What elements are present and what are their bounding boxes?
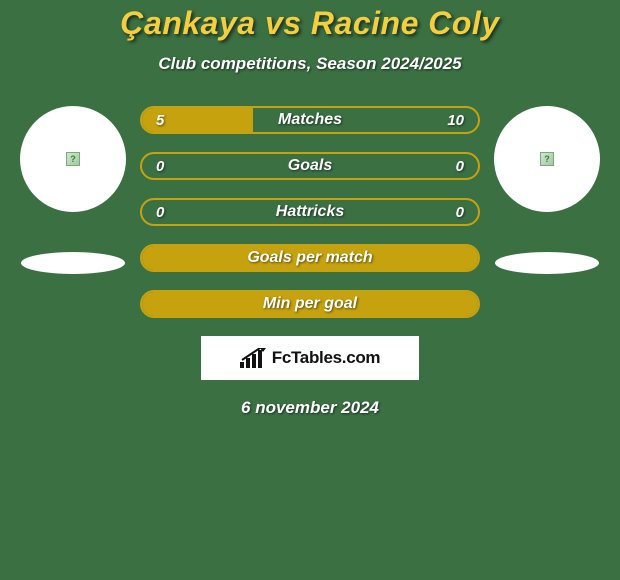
player-left-column [18,104,128,274]
main-area: 5 Matches 10 0 Goals 0 0 Hattricks 0 Goa… [0,104,620,318]
image-placeholder-icon [540,152,554,166]
stat-right-value: 10 [447,112,464,129]
stats-column: 5 Matches 10 0 Goals 0 0 Hattricks 0 Goa… [140,104,480,318]
stat-left-value: 0 [156,204,164,221]
player-left-shadow [21,252,125,274]
stat-label: Matches [278,111,342,129]
stat-bar-matches: 5 Matches 10 [140,106,480,134]
stat-bar-goals-per-match: Goals per match [140,244,480,272]
stat-label: Goals [288,157,332,175]
stat-bar-min-per-goal: Min per goal [140,290,480,318]
image-placeholder-icon [66,152,80,166]
stat-right-value: 0 [456,158,464,175]
stat-bar-hattricks: 0 Hattricks 0 [140,198,480,226]
subtitle: Club competitions, Season 2024/2025 [0,54,620,74]
stat-left-value: 0 [156,158,164,175]
brand-chart-icon [240,348,266,368]
player-left-photo [20,106,126,212]
player-right-shadow [495,252,599,274]
stat-right-value: 0 [456,204,464,221]
stat-left-value: 5 [156,112,164,129]
brand-text: FcTables.com [272,348,381,368]
content-wrapper: Çankaya vs Racine Coly Club competitions… [0,0,620,418]
stat-label: Min per goal [263,295,357,313]
player-right-photo [494,106,600,212]
stat-label: Goals per match [247,249,372,267]
brand-box: FcTables.com [201,336,419,380]
player-right-column [492,104,602,274]
stat-label: Hattricks [276,203,344,221]
page-title: Çankaya vs Racine Coly [0,5,620,42]
stat-bar-goals: 0 Goals 0 [140,152,480,180]
date-line: 6 november 2024 [0,398,620,418]
